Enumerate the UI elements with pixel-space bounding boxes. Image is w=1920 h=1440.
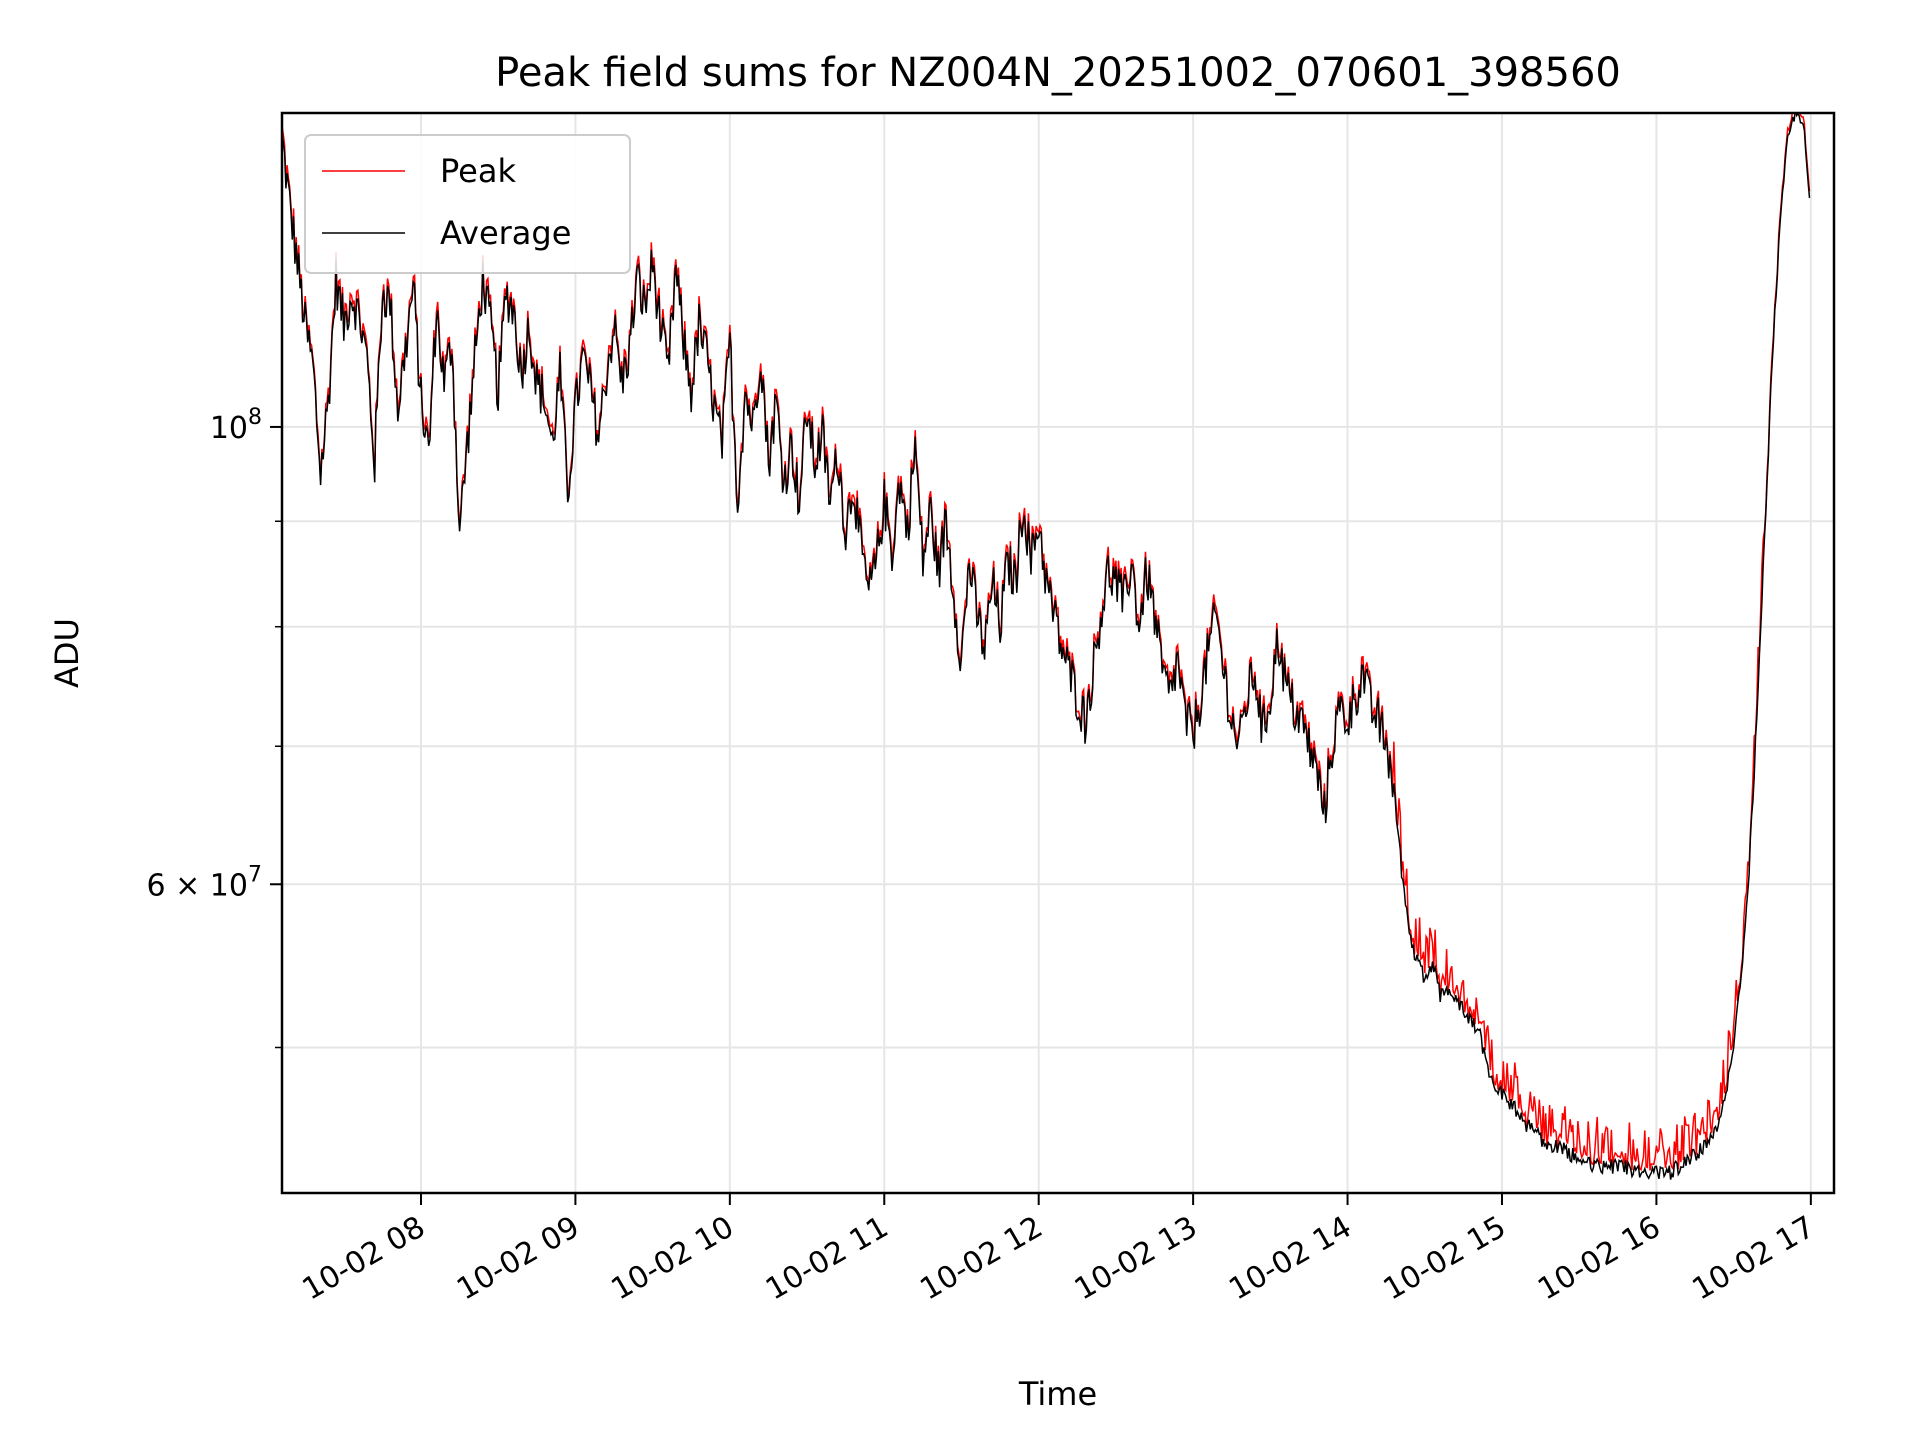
lines-layer	[282, 113, 1811, 1180]
y-tick-label: 108	[210, 405, 262, 446]
y-axis-label: ADU	[48, 618, 86, 688]
x-axis-label: Time	[1018, 1375, 1097, 1413]
x-tick-label: 10-02 08	[297, 1210, 431, 1308]
grid-layer	[282, 113, 1834, 1193]
x-tick-label: 10-02 15	[1378, 1210, 1512, 1308]
chart-title: Peak field sums for NZ004N_20251002_0706…	[495, 50, 1621, 96]
plot-frame	[280, 111, 1836, 1195]
x-tick-label: 10-02 11	[760, 1210, 894, 1308]
x-tick-label: 10-02 14	[1223, 1210, 1357, 1308]
legend-box	[304, 134, 631, 274]
x-tick-label: 10-02 10	[606, 1210, 740, 1308]
x-tick-label: 10-02 17	[1687, 1210, 1821, 1308]
legend: Peak Average	[304, 134, 631, 274]
x-tick-label: 10-02 13	[1069, 1210, 1203, 1308]
legend-average-label: Average	[440, 214, 571, 252]
x-tick-label: 10-02 12	[914, 1210, 1048, 1308]
x-tick-label: 10-02 09	[451, 1210, 585, 1308]
y-axis-ticks: 108 6 × 107	[147, 405, 282, 1049]
y-tick-label: 6 × 107	[147, 862, 262, 903]
x-tick-label: 10-02 16	[1532, 1210, 1666, 1308]
legend-peak-label: Peak	[440, 152, 516, 190]
x-axis-ticks: 10-02 08 10-02 09 10-02 10 10-02 11 10-02 12…	[297, 1193, 1821, 1307]
series-average-line	[282, 113, 1811, 1180]
